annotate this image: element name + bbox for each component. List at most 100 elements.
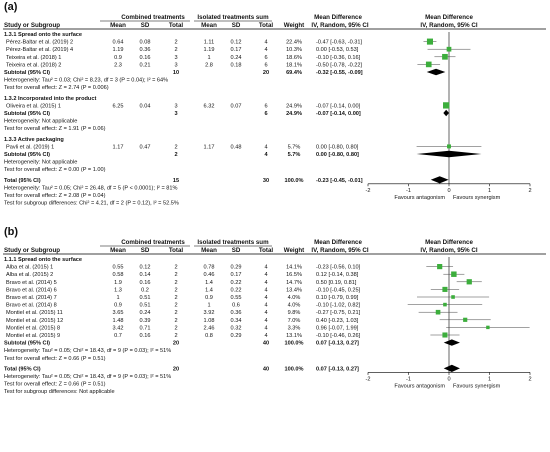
study-ci: 0.12 [-0.14, 0.38]: [316, 272, 359, 278]
isolated-sd: 0.55: [231, 295, 242, 301]
total-combined-total: 15: [173, 178, 179, 184]
combined-sd: 0.08: [140, 40, 151, 46]
isolated-total: 6: [264, 62, 267, 68]
overall-effect-text: Test for overall effect: Z = 0.00 (P = 1…: [4, 167, 106, 173]
study-name: Teixeira et al. (2018) 2: [6, 62, 61, 68]
favours-left-label: Favours antagonism: [394, 195, 445, 201]
isolated-total: 4: [264, 295, 267, 301]
isolated-sd: 0.48: [231, 144, 242, 150]
study-marker: [425, 61, 432, 68]
combined-total: 3: [174, 55, 177, 61]
group-header-isolated: Isolated treatments sum: [197, 239, 269, 246]
combined-sd: 0.47: [140, 144, 151, 150]
overall-effect-text: Test for overall effect: Z = 1.91 (P = 0…: [4, 126, 106, 132]
subtotal-isolated-total: 40: [263, 341, 269, 347]
total-label: Total (95% CI): [4, 366, 41, 372]
study-name: Oliveira et al. (2015) 1: [6, 103, 61, 109]
isolated-sd: 0.17: [231, 272, 242, 278]
group-header-md-table: Mean Difference: [314, 14, 362, 21]
panel-label: (b): [4, 226, 18, 238]
isolated-sd: 0.32: [231, 325, 242, 331]
combined-total: 3: [174, 62, 177, 68]
total-ci: -0.23 [-0.45, -0.01]: [316, 178, 363, 184]
x-tick-label: -2: [366, 376, 371, 382]
overall-effect-text: Test for overall effect: Z = 0.66 (P = 0…: [4, 356, 106, 362]
study-weight: 24.9%: [286, 103, 302, 109]
combined-mean: 0.55: [113, 265, 124, 271]
study-name: Bravo et al. (2014) 7: [6, 295, 57, 301]
study-weight: 13.1%: [286, 333, 302, 339]
study-weight: 4.0%: [288, 295, 301, 301]
isolated-total: 4: [264, 325, 267, 331]
study-marker: [443, 302, 447, 307]
combined-total: 2: [174, 325, 177, 331]
isolated-sd: 0.6: [232, 303, 240, 309]
x-tick-label: 0: [447, 376, 450, 382]
combined-sd: 0.36: [140, 47, 151, 53]
study-ci: 0.00 [-0.53, 0.53]: [316, 47, 359, 53]
study-name: Pérez-Baltar et al. (2019) 2: [6, 40, 73, 46]
combined-sd: 0.51: [140, 303, 151, 309]
subtotal-label: Subtotal (95% CI): [4, 70, 50, 76]
isolated-mean: 1.08: [204, 318, 215, 324]
subtotal-label: Subtotal (95% CI): [4, 152, 50, 158]
isolated-sd: 0.24: [231, 55, 242, 61]
column-header: Mean: [110, 22, 126, 29]
combined-total: 2: [174, 40, 177, 46]
combined-sd: 0.16: [140, 280, 151, 286]
study-marker: [486, 325, 490, 330]
study-name: Teixeira et al. (2018) 1: [6, 55, 61, 61]
pooled-diamond: [443, 339, 460, 346]
heterogeneity-text: Heterogeneity: Tau² = 0.03; Chi² = 8.23,…: [4, 78, 168, 84]
column-header: Study or Subgroup: [4, 22, 60, 29]
subtotal-weight: 69.4%: [286, 70, 302, 76]
combined-total: 2: [174, 333, 177, 339]
study-ci: -0.27 [-0.75, 0.21]: [316, 310, 361, 316]
combined-mean: 1: [116, 295, 119, 301]
combined-mean: 6.25: [113, 103, 124, 109]
x-tick-label: -1: [406, 376, 411, 382]
combined-total: 2: [174, 265, 177, 271]
study-name: Bravo et al. (2014) 8: [6, 303, 57, 309]
study-weight: 14.1%: [286, 265, 302, 271]
combined-sd: 0.04: [140, 103, 151, 109]
isolated-total: 4: [264, 272, 267, 278]
study-ci: 0.96 [-0.07, 1.99]: [316, 325, 359, 331]
pooled-diamond: [430, 176, 449, 184]
total-overall-effect-text: Test for overall effect: Z = 0.66 (P = 0…: [4, 382, 106, 388]
combined-total: 2: [174, 310, 177, 316]
study-name: Bravo et al. (2014) 6: [6, 287, 57, 293]
study-name: Bravo et al. (2014) 5: [6, 280, 57, 286]
study-ci: -0.47 [-0.63, -0.31]: [316, 40, 362, 46]
combined-total: 3: [174, 103, 177, 109]
subtotal-isolated-total: 20: [263, 70, 269, 76]
combined-total: 2: [174, 144, 177, 150]
total-heterogeneity-text: Heterogeneity: Tau² = 0.05; Chi² = 26.48…: [4, 185, 177, 191]
study-weight: 9.8%: [288, 310, 301, 316]
combined-mean: 1.3: [114, 287, 122, 293]
column-header: IV, Random, 95% CI: [311, 247, 368, 254]
pooled-diamond: [443, 364, 460, 372]
combined-sd: 0.16: [140, 55, 151, 61]
study-ci: 0.40 [-0.23, 1.03]: [316, 318, 359, 324]
column-header: Total: [259, 22, 274, 29]
isolated-total: 4: [264, 333, 267, 339]
column-header: SD: [141, 247, 150, 254]
combined-total: 2: [174, 280, 177, 286]
subtotal-ci: -0.32 [-0.55, -0.09]: [316, 70, 363, 76]
column-header: IV, Random, 95% CI: [420, 22, 477, 29]
column-header: SD: [232, 247, 241, 254]
isolated-total: 4: [264, 287, 267, 293]
subtotal-combined-total: 3: [174, 111, 177, 117]
subtotal-label: Subtotal (95% CI): [4, 341, 50, 347]
isolated-sd: 0.17: [231, 47, 242, 53]
combined-sd: 0.24: [140, 310, 151, 316]
total-ci: 0.07 [-0.13, 0.27]: [316, 366, 359, 372]
study-ci: -0.10 [-0.45, 0.25]: [316, 287, 361, 293]
total-heterogeneity-text: Heterogeneity: Tau² = 0.05; Chi² = 18.43…: [4, 374, 171, 380]
heterogeneity-text: Heterogeneity: Tau² = 0.05; Chi² = 18.43…: [4, 348, 171, 354]
column-header: Total: [169, 247, 184, 254]
combined-total: 2: [174, 318, 177, 324]
study-marker: [463, 317, 468, 322]
